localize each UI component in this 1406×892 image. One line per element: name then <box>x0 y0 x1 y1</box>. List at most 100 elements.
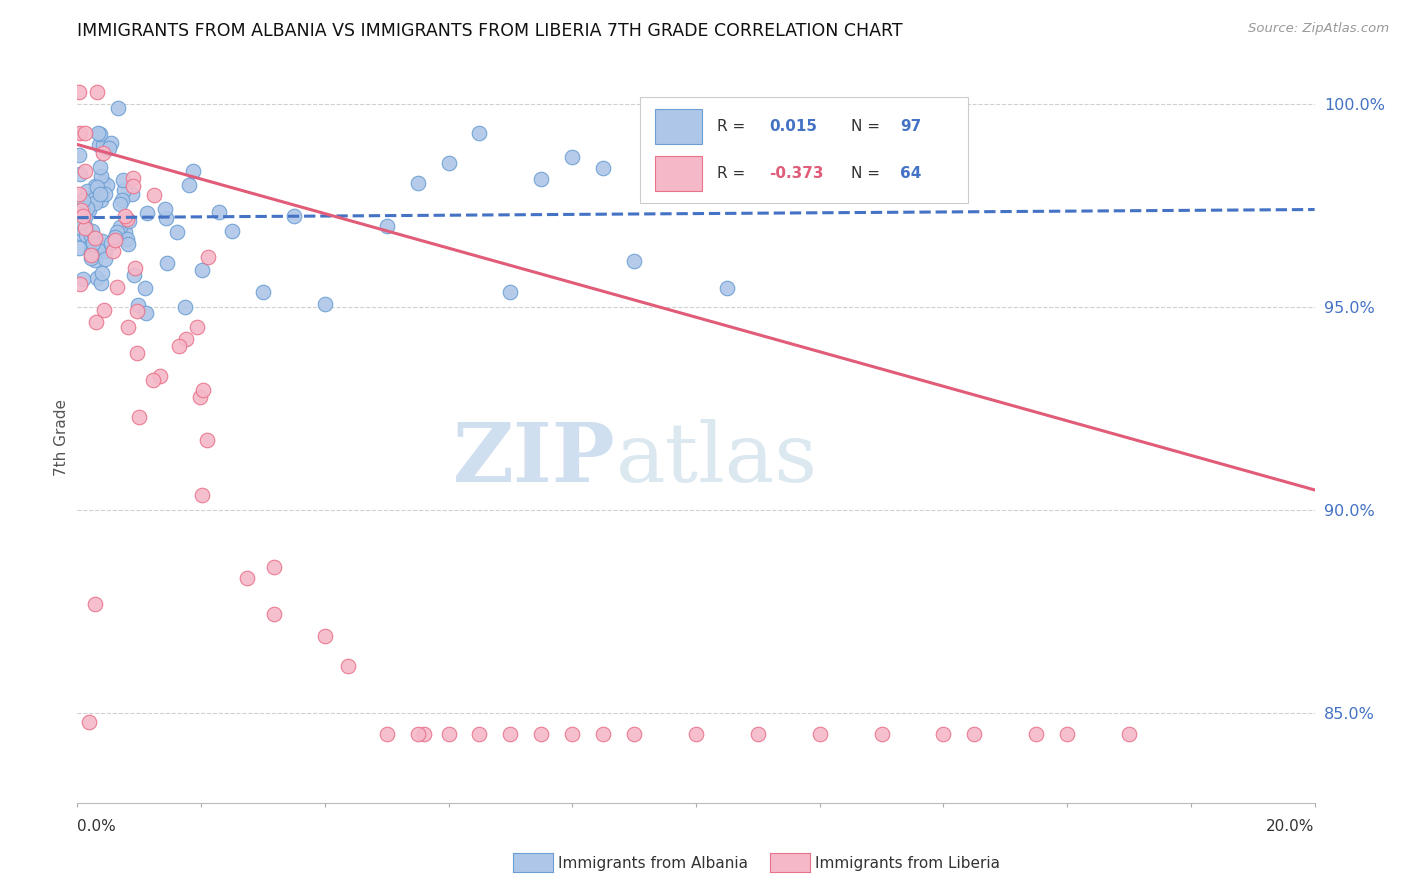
Point <box>375 219 398 234</box>
Text: Immigrants from Albania: Immigrants from Albania <box>558 856 748 871</box>
Point <box>166 225 188 239</box>
Point <box>70 202 93 217</box>
Point <box>91 266 114 280</box>
Text: ZIP: ZIP <box>453 419 616 499</box>
Point <box>932 727 955 741</box>
Point <box>86 243 108 257</box>
Point <box>561 150 583 164</box>
Point <box>100 136 122 151</box>
Point <box>89 240 111 254</box>
Point <box>561 727 583 741</box>
Point <box>107 101 129 115</box>
Point <box>72 209 94 223</box>
Point <box>437 727 460 741</box>
Point <box>685 118 707 132</box>
Point <box>76 184 98 198</box>
Point <box>76 201 98 215</box>
Point <box>127 346 149 360</box>
Point <box>112 173 135 187</box>
Point <box>91 137 114 152</box>
Point <box>375 727 398 741</box>
Point <box>181 163 204 178</box>
Point <box>747 727 769 741</box>
Point <box>84 597 107 611</box>
Point <box>90 193 112 207</box>
Point <box>121 179 143 194</box>
Bar <box>655 156 702 191</box>
Point <box>89 127 111 141</box>
Point <box>623 727 645 741</box>
Point <box>1118 727 1140 741</box>
Point <box>89 160 111 174</box>
Point <box>69 221 91 235</box>
Point <box>83 192 105 206</box>
Point <box>654 188 676 202</box>
Point <box>80 239 103 253</box>
Point <box>101 244 124 258</box>
Point <box>94 244 117 258</box>
Point <box>69 168 91 182</box>
Point <box>114 183 136 197</box>
Point <box>115 211 138 226</box>
Point <box>1025 727 1047 741</box>
Point <box>84 231 107 245</box>
Point <box>73 221 96 235</box>
Point <box>314 297 336 311</box>
Point <box>124 260 146 275</box>
Point <box>75 220 97 235</box>
Point <box>592 161 614 175</box>
Point <box>93 303 115 318</box>
Point <box>91 175 114 189</box>
Text: R =: R = <box>717 120 751 134</box>
Point <box>406 176 429 190</box>
Point <box>108 220 131 235</box>
Point <box>108 197 131 211</box>
Point <box>186 320 208 334</box>
Point <box>79 191 101 205</box>
Point <box>79 251 101 265</box>
Bar <box>655 109 702 145</box>
Point <box>84 179 107 194</box>
Point <box>195 433 218 447</box>
Point <box>80 248 103 262</box>
Point <box>592 727 614 741</box>
Point <box>176 332 198 346</box>
Text: 97: 97 <box>900 120 921 134</box>
Point <box>252 285 274 300</box>
Point <box>263 559 285 574</box>
Point <box>86 85 108 99</box>
Point <box>91 145 114 160</box>
Point <box>685 727 707 741</box>
Point <box>437 156 460 170</box>
Point <box>94 252 117 267</box>
Point <box>67 241 90 255</box>
Point <box>104 233 127 247</box>
Point <box>97 141 120 155</box>
Point <box>127 297 149 311</box>
Point <box>105 225 128 239</box>
Point <box>67 204 90 219</box>
Point <box>83 253 105 268</box>
Point <box>128 410 150 425</box>
Point <box>169 338 191 352</box>
Point <box>870 727 893 741</box>
Text: Source: ZipAtlas.com: Source: ZipAtlas.com <box>1249 22 1389 36</box>
Point <box>80 228 103 243</box>
Text: 0.015: 0.015 <box>769 120 817 134</box>
Point <box>94 187 117 202</box>
Point <box>135 306 157 320</box>
Point <box>105 280 128 294</box>
Point <box>468 727 491 741</box>
Point <box>77 194 100 209</box>
Point <box>72 193 94 207</box>
Point <box>155 256 177 270</box>
Text: Immigrants from Liberia: Immigrants from Liberia <box>815 856 1001 871</box>
Point <box>125 304 148 318</box>
Text: atlas: atlas <box>616 419 818 499</box>
Point <box>80 245 103 260</box>
Point <box>67 85 90 99</box>
Point <box>468 126 491 140</box>
Point <box>747 185 769 199</box>
Point <box>236 572 259 586</box>
Point <box>208 205 231 219</box>
